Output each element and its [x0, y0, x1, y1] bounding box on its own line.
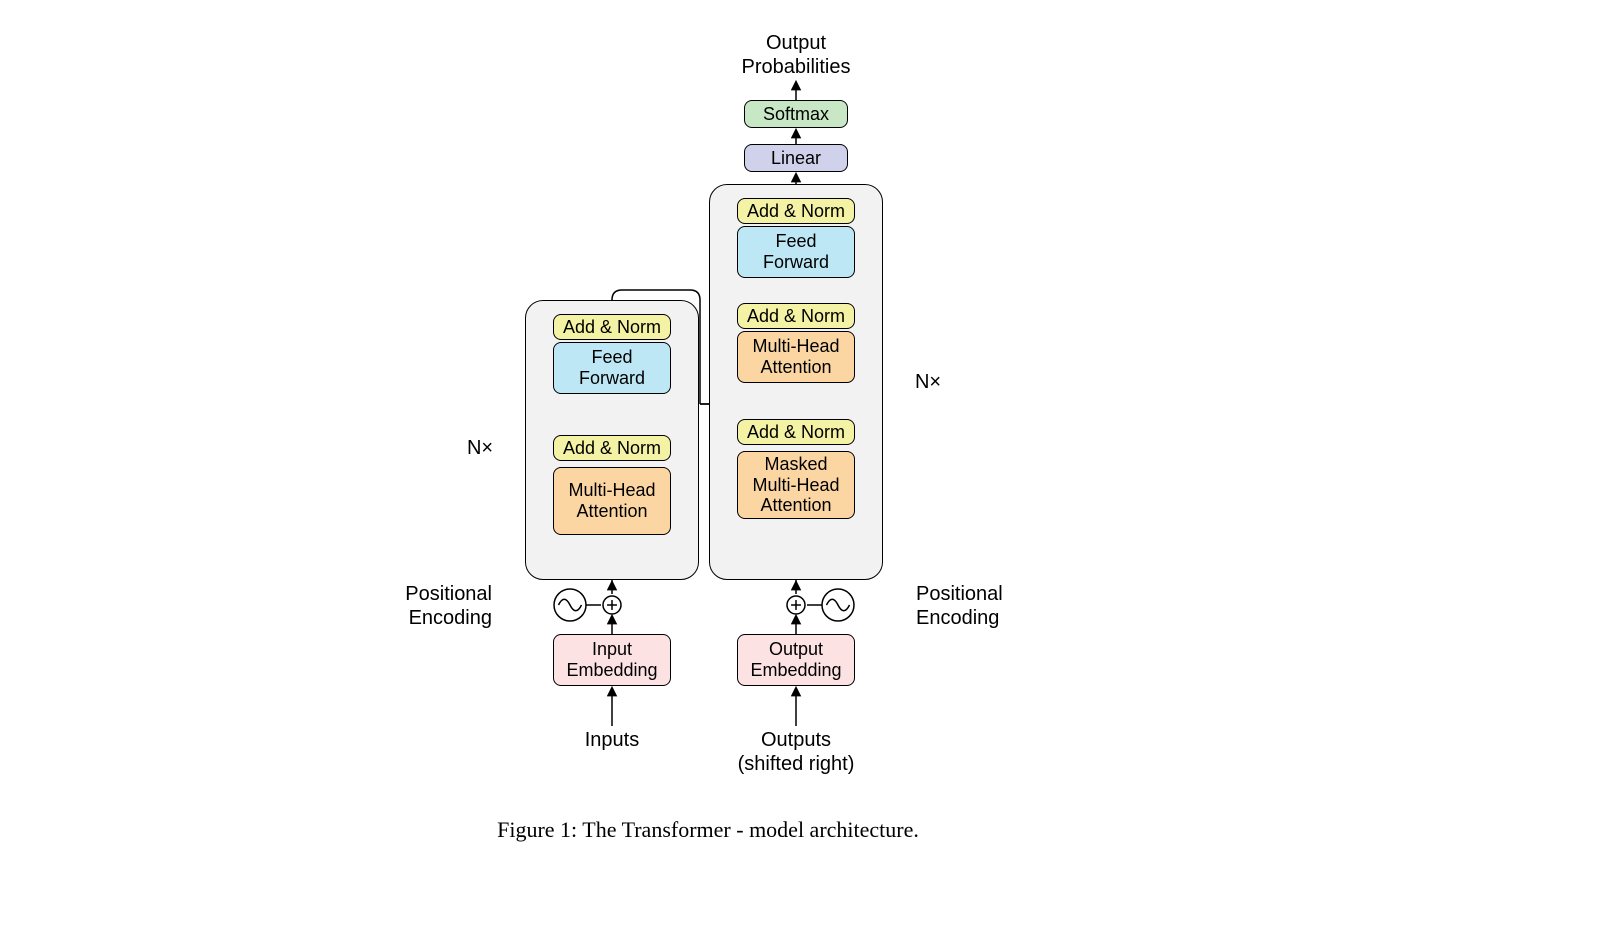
enc_addnorm_1: Add & Norm	[553, 435, 671, 461]
posenc_right: PositionalEncoding	[916, 582, 1003, 630]
posenc_left: PositionalEncoding	[405, 582, 492, 630]
dec_ff: FeedForward	[737, 226, 855, 278]
nx_left: N×	[467, 436, 493, 460]
output_prob: OutputProbabilities	[742, 31, 851, 79]
softmax: Softmax	[744, 100, 848, 128]
enc_ff: FeedForward	[553, 342, 671, 394]
outputs: Outputs(shifted right)	[738, 728, 855, 776]
figure-caption: Figure 1: The Transformer - model archit…	[497, 817, 919, 843]
dec_mha_cross: Multi-HeadAttention	[737, 331, 855, 383]
enc_addnorm_2: Add & Norm	[553, 314, 671, 340]
input_emb: InputEmbedding	[553, 634, 671, 686]
output_emb: OutputEmbedding	[737, 634, 855, 686]
dec_mmha: MaskedMulti-HeadAttention	[737, 451, 855, 519]
dec_addnorm_2: Add & Norm	[737, 303, 855, 329]
linear: Linear	[744, 144, 848, 172]
nx_right: N×	[915, 370, 941, 394]
enc_mha: Multi-HeadAttention	[553, 467, 671, 535]
inputs: Inputs	[585, 728, 639, 752]
dec_addnorm_1: Add & Norm	[737, 419, 855, 445]
dec_addnorm_3: Add & Norm	[737, 198, 855, 224]
transformer-figure: Figure 1: The Transformer - model archit…	[0, 0, 1600, 951]
